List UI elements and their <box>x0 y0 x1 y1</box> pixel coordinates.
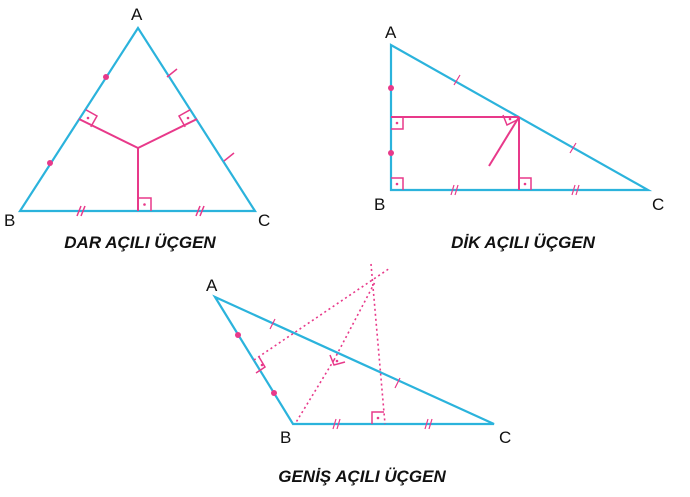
right-side-ab-dot-marks <box>388 85 394 156</box>
right-right-angle-dots <box>395 117 527 186</box>
acute-vertex-c-label: C <box>258 211 270 230</box>
obtuse-vertex-a-label: A <box>206 276 218 295</box>
right-triangle-group: A B C DİK AÇILI ÜÇGEN <box>374 23 664 252</box>
right-hypotenuse-tick-marks <box>453 74 577 154</box>
obtuse-right-angle-marks <box>255 354 384 424</box>
acute-vertex-a-label: A <box>131 5 143 24</box>
obtuse-perpendicular-bisectors <box>253 263 391 425</box>
right-side-bc-double-ticks <box>450 184 580 196</box>
obtuse-side-bc-double-ticks <box>332 418 433 430</box>
obtuse-triangle-group: A B C GENİŞ AÇILI ÜÇGEN <box>206 263 511 486</box>
obtuse-vertex-c-label: C <box>499 428 511 447</box>
right-perpendicular-bisectors <box>391 116 520 190</box>
acute-right-angle-marks <box>85 109 191 211</box>
acute-right-angle-dots <box>86 116 190 206</box>
obtuse-vertex-b-label: B <box>280 428 291 447</box>
right-right-angle-marks <box>391 114 532 190</box>
right-triangle-caption: DİK AÇILI ÜÇGEN <box>451 233 596 252</box>
acute-side-bc-double-ticks <box>76 205 205 217</box>
obtuse-side-ac-tick-marks <box>269 318 401 389</box>
acute-side-ab-dot-marks <box>47 74 109 166</box>
acute-side-ac-tick-marks <box>166 68 235 162</box>
acute-triangle-group: A B C DAR AÇILI ÜÇGEN <box>4 5 270 252</box>
acute-triangle-caption: DAR AÇILI ÜÇGEN <box>64 233 216 252</box>
acute-perpendicular-bisectors <box>78 118 198 211</box>
obtuse-side-ab-dot-marks <box>235 332 277 396</box>
acute-vertex-b-label: B <box>4 211 15 230</box>
obtuse-triangle <box>212 294 495 426</box>
right-vertex-c-label: C <box>652 195 664 214</box>
obtuse-right-angle-dots <box>260 359 380 420</box>
obtuse-triangle-caption: GENİŞ AÇILI ÜÇGEN <box>278 467 446 486</box>
right-vertex-b-label: B <box>374 195 385 214</box>
right-vertex-a-label: A <box>385 23 397 42</box>
